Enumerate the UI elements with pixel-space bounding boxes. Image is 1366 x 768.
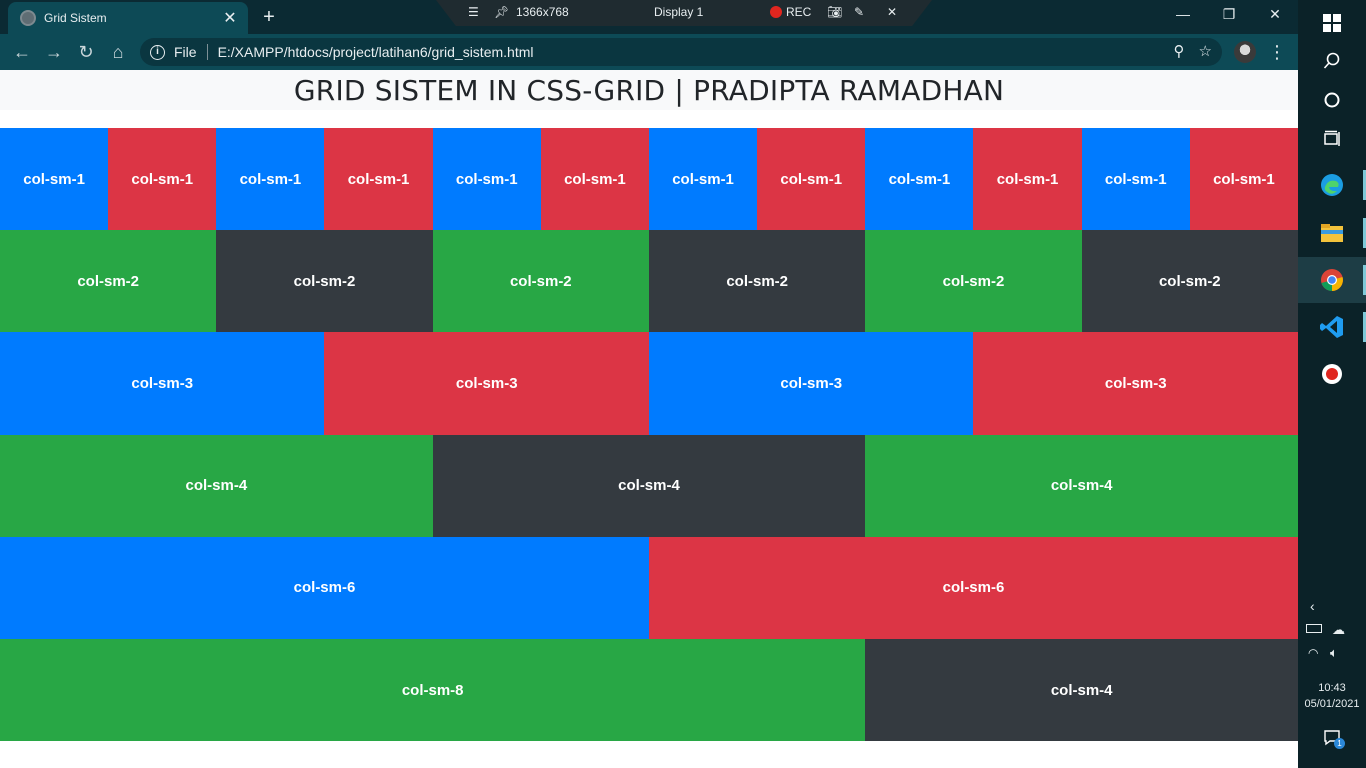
chrome-icon[interactable] bbox=[1298, 257, 1366, 303]
grid-cell-col-sm-4: col-sm-4 bbox=[0, 434, 433, 537]
running-indicator bbox=[1363, 312, 1366, 342]
grid-cell-col-sm-6: col-sm-6 bbox=[648, 536, 1298, 639]
windows-taskbar: ‹ ☁ ◠ 🔈︎ 10:43 05/01/2021 1 bbox=[1298, 0, 1366, 768]
grid-cell-col-sm-1: col-sm-1 bbox=[865, 128, 974, 231]
reload-icon[interactable]: ↻ bbox=[78, 42, 94, 62]
grid-cell-col-sm-6: col-sm-6 bbox=[0, 536, 649, 639]
browser-toolbar: ← → ↻ ⌂ i File E:/XAMPP/htdocs/project/l… bbox=[0, 34, 1298, 70]
pin-icon[interactable]: 📌︎ bbox=[494, 5, 510, 19]
css-grid: col-sm-1 col-sm-1 col-sm-1 col-sm-1 col-sm-1… bbox=[0, 128, 1298, 742]
home-icon[interactable]: ⌂ bbox=[112, 42, 124, 62]
grid-cell-col-sm-2: col-sm-2 bbox=[1081, 230, 1298, 333]
page-header: GRID SISTEM IN CSS-GRID | PRADIPTA RAMAD… bbox=[0, 70, 1298, 110]
rec-button[interactable]: REC bbox=[770, 5, 811, 19]
profile-avatar[interactable] bbox=[1234, 41, 1256, 63]
grid-cell-col-sm-2: col-sm-2 bbox=[865, 230, 1082, 333]
close-recorder-icon[interactable]: ✕ bbox=[887, 5, 898, 19]
page-viewport: GRID SISTEM IN CSS-GRID | PRADIPTA RAMAD… bbox=[0, 70, 1298, 768]
grid-cell-col-sm-3: col-sm-3 bbox=[973, 332, 1298, 435]
grid-cell-col-sm-4: col-sm-4 bbox=[865, 434, 1298, 537]
grid-cell-col-sm-2: col-sm-2 bbox=[432, 230, 649, 333]
grid-cell-col-sm-4: col-sm-4 bbox=[432, 434, 866, 537]
windows-start-icon[interactable] bbox=[1298, 0, 1366, 46]
onedrive-icon[interactable]: ☁ bbox=[1332, 622, 1345, 637]
grid-cell-col-sm-1: col-sm-1 bbox=[1081, 128, 1190, 231]
grid-cell-col-sm-1: col-sm-1 bbox=[324, 128, 433, 231]
grid-cell-col-sm-4: col-sm-4 bbox=[865, 638, 1298, 742]
recorder-display[interactable]: Display 1 bbox=[654, 5, 704, 19]
recorder-resolution: 1366x768 bbox=[516, 5, 569, 19]
url-scheme-label: File bbox=[174, 44, 197, 60]
running-indicator bbox=[1363, 170, 1366, 200]
grid-cell-col-sm-8: col-sm-8 bbox=[0, 638, 866, 742]
info-icon[interactable]: i bbox=[150, 44, 165, 60]
record-icon bbox=[770, 6, 782, 18]
edge-icon[interactable] bbox=[1298, 162, 1366, 208]
grid-cell-col-sm-1: col-sm-1 bbox=[973, 128, 1082, 231]
file-explorer-icon[interactable] bbox=[1298, 210, 1366, 256]
show-hidden-icons-icon[interactable]: ‹ bbox=[1310, 598, 1315, 614]
grid-cell-col-sm-3: col-sm-3 bbox=[0, 332, 325, 435]
grid-cell-col-sm-1: col-sm-1 bbox=[757, 128, 866, 231]
omnibox-divider bbox=[206, 44, 208, 60]
grid-cell-col-sm-3: col-sm-3 bbox=[648, 332, 974, 435]
running-indicator bbox=[1363, 265, 1366, 295]
tab-title: Grid Sistem bbox=[44, 11, 107, 25]
grid-cell-col-sm-1: col-sm-1 bbox=[108, 128, 217, 231]
camera-icon[interactable]: 📷︎ bbox=[827, 5, 843, 19]
zoom-icon[interactable]: ⚲ bbox=[1173, 43, 1185, 60]
wifi-icon[interactable]: ◠ bbox=[1308, 646, 1319, 660]
notification-badge: 1 bbox=[1334, 738, 1345, 749]
minimize-icon[interactable]: — bbox=[1176, 6, 1190, 22]
pen-icon[interactable]: ✎ bbox=[854, 5, 865, 19]
recorder-icon[interactable] bbox=[1298, 351, 1366, 397]
browser-tab-strip: Grid Sistem ✕ + ☰ 📌︎ 1366x768 Display 1 … bbox=[0, 0, 1298, 34]
battery-icon[interactable] bbox=[1306, 624, 1322, 633]
more-menu-icon[interactable]: ⋮ bbox=[1268, 42, 1286, 62]
recording-toolbar: ☰ 📌︎ 1366x768 Display 1 REC 📷︎ ✎ ✕ bbox=[436, 0, 932, 26]
grid-cell-col-sm-2: col-sm-2 bbox=[0, 230, 217, 333]
search-icon[interactable] bbox=[1298, 38, 1366, 84]
omnibox-actions: ⚲ ☆ bbox=[1174, 42, 1212, 60]
close-window-icon[interactable]: ✕ bbox=[1269, 6, 1281, 22]
task-view-icon[interactable] bbox=[1298, 116, 1366, 162]
new-tab-button[interactable]: + bbox=[263, 6, 275, 28]
restore-icon[interactable]: ❐ bbox=[1222, 6, 1236, 22]
page-title: GRID SISTEM IN CSS-GRID | PRADIPTA RAMAD… bbox=[293, 73, 1005, 107]
system-clock[interactable]: 10:43 05/01/2021 bbox=[1298, 680, 1366, 712]
grid-cell-col-sm-1: col-sm-1 bbox=[648, 128, 758, 231]
cortana-icon[interactable] bbox=[1298, 77, 1366, 123]
clock-time: 10:43 bbox=[1318, 682, 1346, 694]
grid-cell-col-sm-1: col-sm-1 bbox=[1189, 128, 1298, 231]
grid-cell-col-sm-3: col-sm-3 bbox=[324, 332, 649, 435]
globe-icon bbox=[20, 10, 36, 26]
grid-cell-col-sm-2: col-sm-2 bbox=[216, 230, 433, 333]
url-text[interactable]: E:/XAMPP/htdocs/project/latihan6/grid_si… bbox=[217, 44, 534, 60]
grid-cell-col-sm-1: col-sm-1 bbox=[0, 128, 109, 231]
grid-cell-col-sm-1: col-sm-1 bbox=[540, 128, 649, 231]
grid-cell-col-sm-1: col-sm-1 bbox=[432, 128, 541, 231]
bookmark-star-icon[interactable]: ☆ bbox=[1198, 43, 1212, 60]
close-tab-icon[interactable]: ✕ bbox=[223, 10, 237, 27]
grid-cell-col-sm-2: col-sm-2 bbox=[648, 230, 866, 333]
address-bar[interactable]: i File E:/XAMPP/htdocs/project/latihan6/… bbox=[140, 38, 1222, 66]
forward-arrow-icon[interactable]: → bbox=[45, 42, 63, 62]
back-arrow-icon[interactable]: ← bbox=[13, 42, 31, 62]
grid-cell-col-sm-1: col-sm-1 bbox=[216, 128, 325, 231]
menu-icon[interactable]: ☰ bbox=[468, 5, 479, 19]
clock-date: 05/01/2021 bbox=[1304, 698, 1360, 710]
running-indicator bbox=[1363, 218, 1366, 248]
volume-icon[interactable]: 🔈︎ bbox=[1330, 645, 1338, 660]
action-center-icon[interactable]: 1 bbox=[1324, 730, 1345, 749]
vscode-icon[interactable] bbox=[1298, 304, 1366, 350]
browser-tab[interactable]: Grid Sistem ✕ bbox=[8, 2, 248, 34]
